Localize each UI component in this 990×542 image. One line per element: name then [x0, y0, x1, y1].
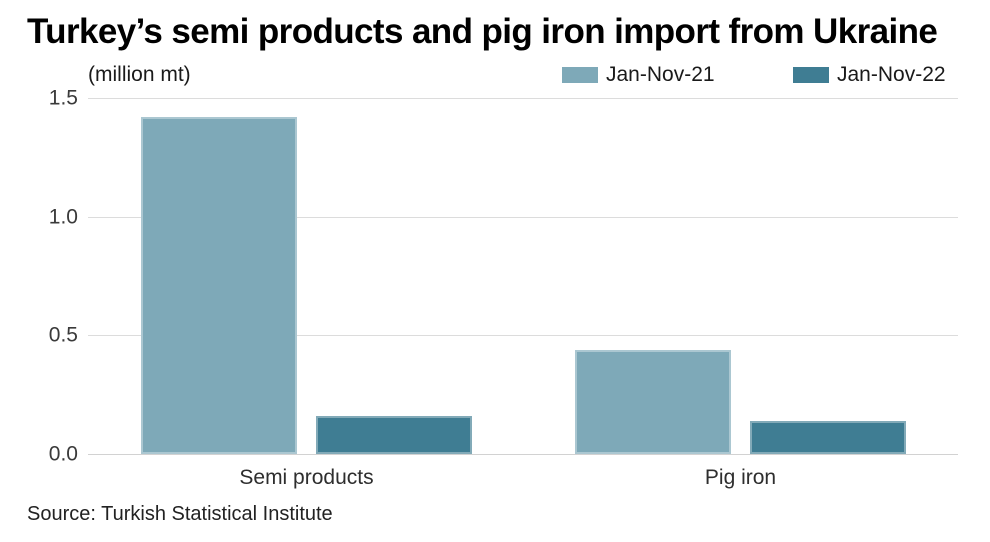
- x-category-label-pig-iron: Pig iron: [704, 466, 777, 489]
- legend-item-1: Jan-Nov-22: [793, 62, 946, 88]
- x-category-label-semi-products: Semi products: [239, 466, 374, 489]
- y-tick-label-1.0: 1.0: [48, 205, 78, 229]
- y-tick-label-1.5: 1.5: [48, 86, 78, 110]
- legend-swatch-icon: [562, 67, 598, 83]
- gridline: [88, 216, 958, 218]
- gridline: [88, 335, 958, 337]
- legend-item-0: Jan-Nov-21: [562, 62, 715, 88]
- legend-label: Jan-Nov-21: [606, 63, 715, 86]
- gridline: [88, 98, 958, 99]
- legend-label: Jan-Nov-22: [837, 63, 946, 86]
- chart-title: Turkey’s semi products and pig iron impo…: [27, 12, 938, 51]
- legend-swatch-icon: [793, 67, 829, 83]
- y-tick-label-0.0: 0.0: [48, 442, 78, 466]
- bar-semi-products-jan-nov-21: [141, 117, 297, 454]
- bar-pig-iron-jan-nov-21: [575, 349, 731, 454]
- y-axis-units-label: (million mt): [88, 63, 191, 86]
- bar-pig-iron-jan-nov-22: [750, 420, 906, 454]
- x-axis-baseline: [88, 454, 958, 455]
- y-tick-label-0.5: 0.5: [48, 323, 78, 347]
- bar-semi-products-jan-nov-22: [316, 416, 472, 454]
- plot-area: [88, 98, 958, 455]
- source-note: Source: Turkish Statistical Institute: [27, 503, 333, 525]
